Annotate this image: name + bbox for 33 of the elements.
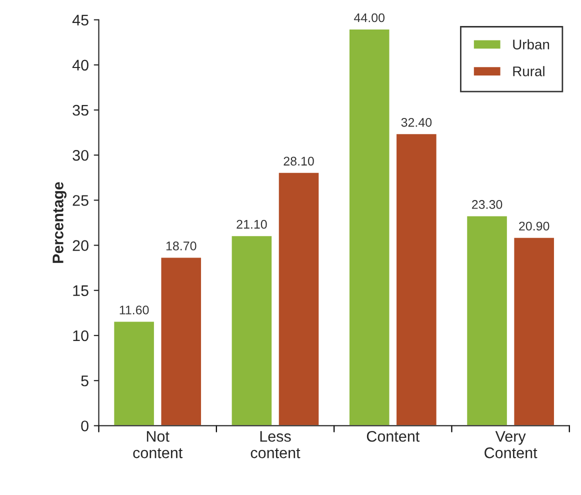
bar <box>348 28 391 426</box>
y-tick-label: 35 <box>72 104 88 116</box>
bar <box>395 132 438 426</box>
y-tick-label: 20 <box>72 240 88 251</box>
data-label: 44.00 <box>354 13 385 22</box>
y-tick-label: 10 <box>73 330 88 342</box>
data-label: 32.40 <box>401 118 432 127</box>
legend-label: Rural <box>513 66 544 76</box>
data-label: 18.70 <box>166 242 196 250</box>
y-tick-label: 5 <box>81 376 88 386</box>
bar <box>277 172 320 426</box>
y-tick-label: 45 <box>72 14 88 26</box>
y-tick-label: 30 <box>72 150 88 161</box>
bar <box>230 234 273 426</box>
y-tick-label: 40 <box>72 60 88 71</box>
x-tick-label: Not content <box>133 431 183 458</box>
data-label: 20.90 <box>519 222 550 231</box>
bar <box>512 236 556 426</box>
legend-label: Urban <box>513 39 550 50</box>
data-label: 21.10 <box>236 220 267 229</box>
x-tick-label: Less content <box>250 431 300 458</box>
x-tick-label: Very Content <box>484 431 538 458</box>
y-axis-title: Percentage <box>52 182 66 263</box>
bar <box>160 256 202 426</box>
y-tick-label: 0 <box>81 420 88 432</box>
bar <box>466 214 508 426</box>
y-tick-label: 15 <box>73 285 88 296</box>
bar <box>112 320 156 426</box>
y-tick-label: 25 <box>72 195 88 206</box>
data-label: 11.60 <box>120 306 149 314</box>
data-label: 28.10 <box>284 156 314 166</box>
data-label: 23.30 <box>472 200 502 209</box>
x-tick-label: Content <box>366 430 420 442</box>
